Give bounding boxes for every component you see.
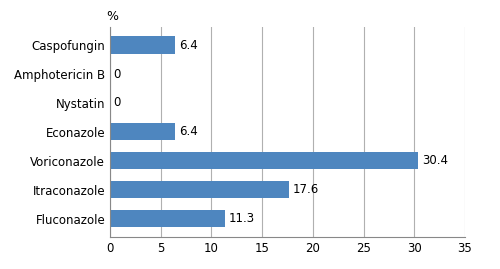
Text: 0: 0 — [113, 68, 120, 80]
Text: 30.4: 30.4 — [422, 154, 448, 167]
Text: 6.4: 6.4 — [179, 125, 198, 138]
Text: 17.6: 17.6 — [292, 183, 319, 196]
Text: 11.3: 11.3 — [228, 212, 255, 225]
Text: 0: 0 — [113, 96, 120, 109]
Text: 6.4: 6.4 — [179, 39, 198, 52]
Bar — [110, 152, 418, 169]
Text: %: % — [106, 10, 118, 23]
Bar — [110, 123, 175, 140]
Bar — [110, 210, 224, 227]
Bar — [110, 36, 175, 54]
Bar — [110, 181, 288, 198]
